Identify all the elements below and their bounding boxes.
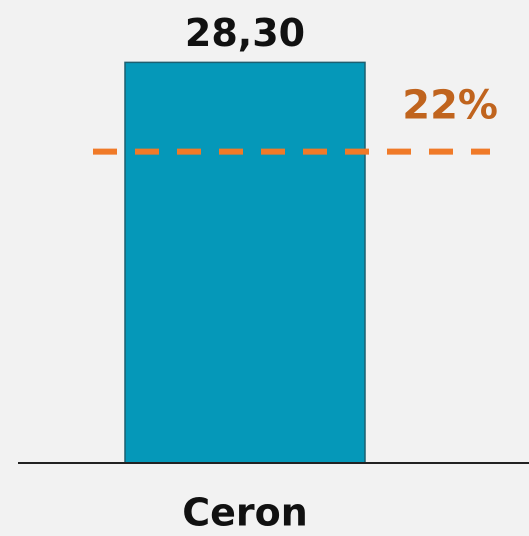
bar <box>124 61 366 464</box>
x-tick-label: Ceron <box>182 491 308 535</box>
value-label: 28,30 <box>185 11 305 55</box>
reference-label: 22% <box>402 83 498 129</box>
